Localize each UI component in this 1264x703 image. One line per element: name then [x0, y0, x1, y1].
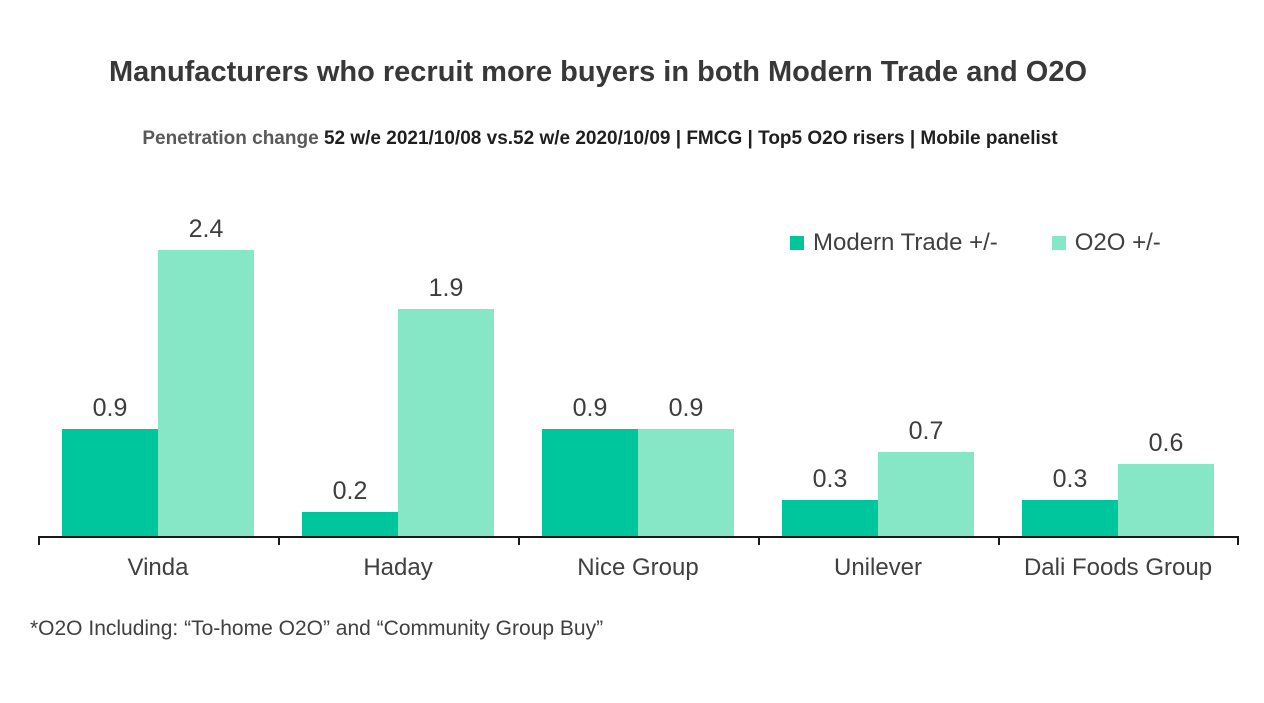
- bar-value-label: 2.4: [188, 215, 224, 243]
- legend-item-0: Modern Trade +/-: [790, 229, 998, 257]
- chart-title: Manufacturers who recruit more buyers in…: [108, 56, 1088, 88]
- chart-subtitle: Penetration change 52 w/e 2021/10/08 vs.…: [0, 128, 1200, 151]
- bar-nice-group-series-1: [638, 429, 734, 536]
- plot-area: 0.9 2.4 0.2 1.9 0.9 0.9 0.3 0.7 0.3 0.6: [38, 196, 1239, 545]
- bar-value-label: 0.9: [668, 394, 704, 422]
- bar-value-label: 0.6: [1148, 429, 1184, 457]
- x-axis-line: [38, 536, 1239, 538]
- bar-value-label: 0.3: [1052, 465, 1088, 493]
- category-label-vinda: Vinda: [127, 554, 189, 581]
- x-axis-tick: [998, 536, 1000, 545]
- x-axis-tick: [38, 536, 40, 545]
- subtitle-suffix: | FMCG | Top5 O2O risers | Mobile paneli…: [670, 128, 1058, 149]
- bar-value-label: 0.3: [812, 465, 848, 493]
- bar-value-label: 0.2: [332, 477, 368, 505]
- bar-value-label: 0.9: [572, 394, 608, 422]
- bar-unilever-series-1: [878, 452, 974, 536]
- legend-item-1: O2O +/-: [1051, 229, 1161, 257]
- category-axis-labels: Vinda Haday Nice Group Unilever Dali Foods G…: [38, 554, 1239, 588]
- x-axis-tick: [278, 536, 280, 545]
- x-axis-tick: [758, 536, 760, 545]
- bar-haday-series-1: [398, 309, 494, 536]
- category-label-dali-foods-group: Dali Foods Group: [1023, 554, 1213, 581]
- bar-dali-foods-group-series-0: [1022, 500, 1118, 536]
- footnote: *O2O Including: “To-home O2O” and “Commu…: [30, 617, 604, 640]
- legend-swatch-icon: [1051, 236, 1066, 250]
- title-wrap: Manufacturers who recruit more buyers in…: [0, 55, 1196, 90]
- x-axis-tick: [518, 536, 520, 545]
- subtitle-prefix: Penetration change: [142, 128, 324, 149]
- bar-haday-series-0: [302, 512, 398, 536]
- bar-unilever-series-0: [782, 500, 878, 536]
- bar-value-label: 1.9: [428, 274, 464, 302]
- subtitle-emphasis: 52 w/e 2021/10/08 vs.52 w/e 2020/10/09: [323, 128, 671, 149]
- bar-value-label: 0.9: [92, 394, 128, 422]
- category-label-nice-group: Nice Group: [577, 554, 699, 581]
- legend-swatch-icon: [790, 236, 804, 250]
- bar-value-label: 0.7: [908, 417, 944, 445]
- x-axis-tick: [1237, 536, 1239, 545]
- bar-nice-group-series-0: [542, 429, 638, 536]
- legend-label: O2O +/-: [1074, 229, 1161, 256]
- chart-legend: Modern Trade +/- O2O +/-: [790, 229, 1161, 257]
- legend-label: Modern Trade +/-: [813, 229, 998, 256]
- category-label-unilever: Unilever: [833, 554, 923, 581]
- category-label-haday: Haday: [363, 554, 433, 581]
- bar-dali-foods-group-series-1: [1118, 464, 1214, 536]
- bar-vinda-series-1: [158, 250, 254, 536]
- bar-vinda-series-0: [62, 429, 158, 536]
